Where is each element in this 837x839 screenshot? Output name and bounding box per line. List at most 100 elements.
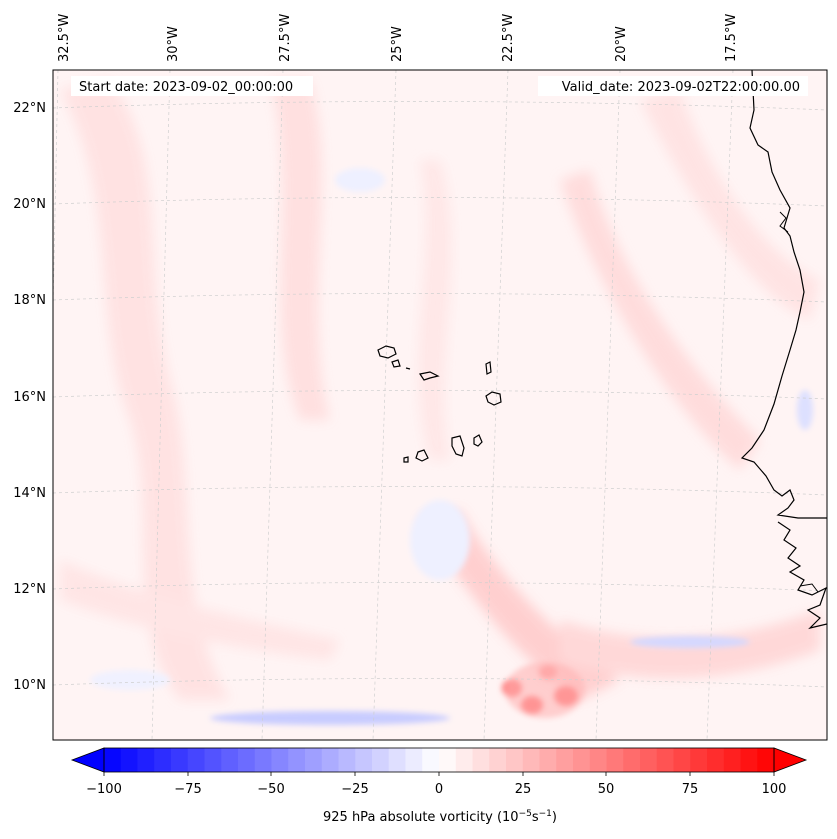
colorbar-cell (472, 748, 490, 772)
latitude-labels: 22°N 20°N 18°N 16°N 14°N 12°N 10°N (13, 101, 46, 693)
meridian-line (372, 70, 397, 740)
colorbar-cell (422, 748, 440, 772)
island-santiago (451, 435, 465, 457)
start-date-box (71, 76, 313, 96)
colorbar-cell (489, 748, 507, 772)
island-boa-vista (485, 391, 502, 406)
lon-label: 30°W (166, 26, 181, 62)
colorbar-cell (238, 748, 256, 772)
colorbar-cell (723, 748, 741, 772)
colorbar-cell (321, 748, 339, 772)
vorticity-band (60, 560, 340, 660)
colorbar-cell (338, 748, 356, 772)
colorbar-tick-label: 25 (515, 782, 532, 797)
island-brava (403, 456, 409, 463)
positive-vorticity-halo (505, 662, 585, 718)
colorbar-tick-label: −50 (257, 782, 284, 797)
coastline-africa (779, 211, 819, 593)
colorbar-cell (606, 748, 624, 772)
lon-label: 22.5°W (501, 14, 516, 62)
colorbar-ticks (103, 772, 775, 776)
parallel-line (53, 197, 827, 207)
colorbar-cell (305, 748, 323, 772)
colorbar-label-end: ) (552, 810, 557, 825)
lat-label: 22°N (13, 101, 46, 116)
valid-date-label: Valid_date: 2023-09-02T22:00:00.00 (562, 80, 800, 95)
coastline-africa (777, 521, 827, 630)
colorbar-cell (522, 748, 540, 772)
island-santa-luzia (405, 367, 411, 370)
colorbar-cell (204, 748, 222, 772)
negative-vorticity-patch (90, 670, 170, 690)
colorbar-cell (623, 748, 641, 772)
lat-label: 10°N (13, 678, 46, 693)
colorbar-label-main: 925 hPa absolute vorticity (10 (323, 810, 519, 825)
colorbar-cell (187, 748, 205, 772)
parallel-line (53, 390, 827, 400)
valid-date-box (538, 76, 808, 96)
colorbar-cell (154, 748, 172, 772)
colorbar-cell (288, 748, 306, 772)
colorbar-label-unit: s (532, 810, 539, 825)
colorbar-cell (405, 748, 423, 772)
colorbar-max-extend (773, 747, 808, 773)
island-sal (485, 361, 492, 375)
negative-vorticity-patch (797, 390, 813, 430)
colorbar-label-exp1: −5 (519, 809, 532, 819)
colorbar-cell (137, 748, 155, 772)
colorbar-cell (171, 748, 189, 772)
colorbar-cell (372, 748, 390, 772)
colorbar-cell (656, 748, 674, 772)
start-date-label: Start date: 2023-09-02_00:00:00 (79, 80, 293, 95)
meridian-line (706, 70, 734, 740)
island-maio (473, 434, 483, 447)
negative-vorticity-patch (335, 168, 385, 192)
colorbar-tick-label: 50 (598, 782, 615, 797)
colorbar-cell (539, 748, 557, 772)
colorbar-tick-label: −75 (174, 782, 201, 797)
lat-label: 14°N (13, 486, 46, 501)
colorbar-cell (388, 748, 406, 772)
lon-label: 17.5°W (724, 14, 739, 62)
negative-vorticity-patch (410, 500, 470, 580)
meridian-line (595, 70, 621, 740)
lat-label: 16°N (13, 390, 46, 405)
colorbar-tick-label: −25 (341, 782, 368, 797)
negative-vorticity-patch (210, 711, 450, 725)
graticule (53, 70, 827, 740)
colorbar-tick-labels: −100 −75 −50 −25 0 25 50 75 100 (86, 782, 786, 797)
colorbar-cell (707, 748, 725, 772)
parallel-line (53, 582, 827, 592)
colorbar-tick-label: −100 (86, 782, 122, 797)
meridian-line (261, 70, 284, 740)
meridian-line (483, 70, 509, 740)
map-frame (52, 69, 828, 741)
parallel-line (53, 678, 827, 688)
colorbar-cell (104, 748, 122, 772)
colorbar-tick-label: 0 (435, 782, 443, 797)
colorbar-cell (439, 748, 457, 772)
lon-label: 32.5°W (57, 14, 72, 62)
island-santo-antao (377, 345, 397, 359)
colorbar-label-exp2: −1 (539, 809, 552, 819)
meridian-line (151, 70, 171, 740)
lon-label: 27.5°W (278, 14, 293, 62)
colorbar-cell (589, 748, 607, 772)
colorbar: −100 −75 −50 −25 0 25 50 75 100 925 hPa … (70, 747, 808, 825)
lon-label: 25°W (390, 26, 405, 62)
colorbar-cell (455, 748, 473, 772)
colorbar-cell (673, 748, 691, 772)
colorbar-cell (757, 748, 775, 772)
lat-label: 18°N (13, 293, 46, 308)
vorticity-band (270, 80, 330, 420)
colorbar-cell (740, 748, 758, 772)
vorticity-band (560, 170, 760, 470)
vorticity-band (640, 90, 820, 320)
negative-vorticity-patch (630, 636, 750, 648)
lon-label: 20°W (614, 26, 629, 62)
parallel-line (53, 486, 827, 496)
colorbar-cell (690, 748, 708, 772)
coastline-africa (740, 70, 827, 519)
island-fogo (415, 449, 429, 462)
